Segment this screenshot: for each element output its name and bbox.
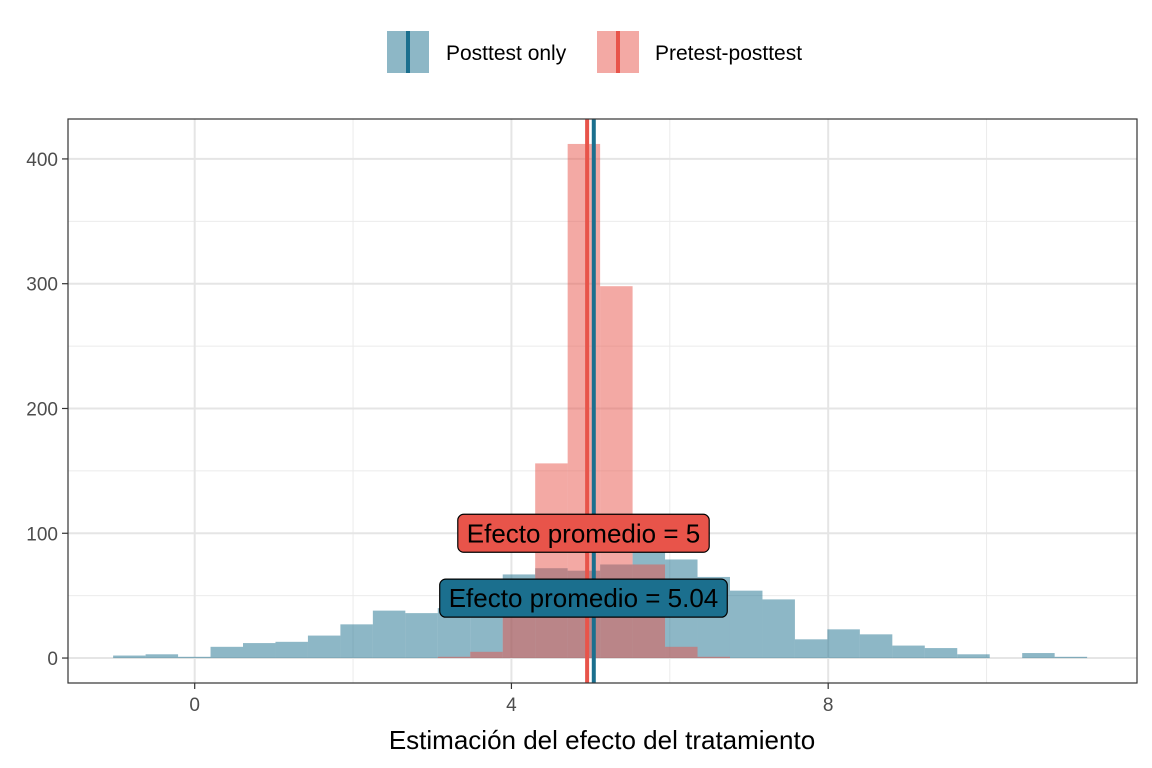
- histogram-bar: [827, 629, 860, 659]
- histogram-bar: [113, 655, 146, 659]
- y-tick-label: 200: [26, 399, 58, 420]
- legend: Posttest only Pretest-posttest: [387, 31, 802, 73]
- histogram-bar: [340, 624, 373, 659]
- histogram-bar: [372, 610, 406, 659]
- legend-item-pretest-posttest: Pretest-posttest: [597, 31, 802, 73]
- y-tick-label: 300: [26, 275, 58, 296]
- annotation-label-posttest-only: Efecto promedio = 5.04: [449, 583, 719, 613]
- histogram-bar: [697, 656, 730, 659]
- histogram-bar: [859, 634, 893, 659]
- histogram-bar: [307, 635, 341, 659]
- histogram-bar: [210, 646, 243, 659]
- annotation-box-pretest-posttest: [457, 513, 710, 553]
- histogram-bar: [957, 654, 990, 659]
- y-tick-label: 0: [47, 649, 58, 670]
- histogram-bar: [794, 639, 828, 659]
- histogram-bar: [665, 646, 698, 659]
- legend-item-posttest-only: Posttest only: [387, 31, 567, 73]
- histogram-bar: [242, 643, 276, 659]
- histogram-bar: [892, 645, 925, 659]
- histogram-bar: [729, 590, 763, 659]
- y-axis: 0 100 200 300 400: [26, 150, 68, 670]
- annotation-label-pretest-posttest: Efecto promedio = 5: [467, 518, 700, 548]
- histogram-bar: [535, 463, 568, 659]
- y-tick-label: 100: [26, 524, 58, 545]
- y-tick-label: 400: [26, 150, 58, 171]
- histogram-bar: [437, 656, 471, 659]
- histogram-bar: [1022, 653, 1055, 659]
- plot-panel-border: [67, 118, 1138, 684]
- histogram-bar: [405, 613, 438, 659]
- histogram-bar: [145, 654, 179, 659]
- histogram-bar: [275, 641, 308, 659]
- histogram-bar: [924, 648, 958, 659]
- histogram-bar: [1054, 656, 1088, 659]
- legend-label-posttest-only: Posttest only: [446, 42, 567, 65]
- x-tick-label: 8: [823, 695, 834, 716]
- x-tick-label: 4: [506, 695, 517, 716]
- histogram-bar: [762, 599, 795, 659]
- histogram-bar: [470, 651, 503, 659]
- x-axis-title: Estimación del efecto del tratamiento: [389, 725, 815, 755]
- histogram-bar: [178, 656, 211, 659]
- annotation-mean-pretest-posttest: Efecto promedio = 5: [457, 513, 710, 553]
- annotation-mean-posttest-only: Efecto promedio = 5.04: [439, 578, 728, 618]
- annotation-box-posttest-only: [439, 578, 728, 618]
- x-tick-label: 0: [189, 695, 200, 716]
- legend-label-pretest-posttest: Pretest-posttest: [655, 42, 802, 65]
- x-axis: 0 4 8: [189, 683, 833, 716]
